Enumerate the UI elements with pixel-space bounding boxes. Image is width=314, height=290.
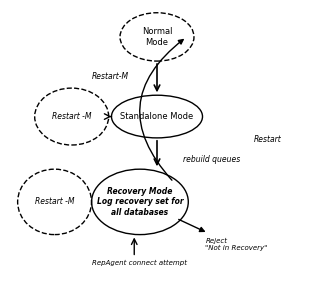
Text: Restart-M: Restart-M	[92, 72, 129, 81]
Text: Reject
"Not in Recovery": Reject "Not in Recovery"	[205, 238, 268, 251]
Text: Restart: Restart	[254, 135, 281, 144]
FancyArrowPatch shape	[140, 39, 183, 180]
Text: rebuild queues: rebuild queues	[183, 155, 240, 164]
Text: Normal
Mode: Normal Mode	[142, 27, 172, 47]
Text: Recovery Mode
Log recovery set for
all databases: Recovery Mode Log recovery set for all d…	[97, 187, 183, 217]
FancyArrowPatch shape	[179, 220, 204, 231]
Text: Restart -M: Restart -M	[35, 197, 74, 206]
Text: Standalone Mode: Standalone Mode	[120, 112, 194, 121]
Text: Restart -M: Restart -M	[52, 112, 91, 121]
Text: RepAgent connect attempt: RepAgent connect attempt	[92, 260, 187, 266]
